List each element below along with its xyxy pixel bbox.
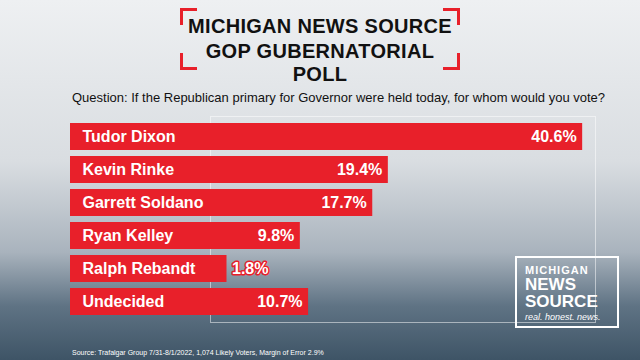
svg-text:40.6%: 40.6%: [531, 128, 576, 145]
html-text:Question: If the Republican pr: Question: If the Republican primary for …: [72, 90, 605, 105]
svg-text:Ryan Kelley: Ryan Kelley: [83, 227, 174, 244]
html-text:MICHIGAN: MICHIGAN: [525, 264, 589, 276]
svg-text:Garrett Soldano: Garrett Soldano: [83, 194, 204, 211]
html-text:Source: Trafalgar Group 7/31-8: Source: Trafalgar Group 7/31-8/1/2022, 1…: [72, 349, 324, 356]
svg-text:17.7%: 17.7%: [321, 194, 366, 211]
svg-text:19.4%: 19.4%: [337, 161, 382, 178]
html-text:NEWS SOURCE: NEWS SOURCE: [525, 275, 598, 311]
svg-text:10.7%: 10.7%: [257, 293, 302, 310]
svg-text:Tudor Dixon: Tudor Dixon: [83, 128, 176, 145]
html-text:GOP GUBERNATORIAL POLL: GOP GUBERNATORIAL POLL: [205, 40, 435, 85]
html-text:MICHIGAN NEWS SOURCE: MICHIGAN NEWS SOURCE: [188, 15, 452, 37]
svg-text:1.8%: 1.8%: [232, 260, 268, 277]
svg-text:9.8%: 9.8%: [258, 227, 294, 244]
svg-text:Ralph Rebandt: Ralph Rebandt: [83, 260, 197, 277]
svg-text:Kevin Rinke: Kevin Rinke: [83, 161, 175, 178]
html-text:real. honest. news.: real. honest. news.: [525, 312, 601, 322]
svg-text:Undecided: Undecided: [83, 293, 165, 310]
